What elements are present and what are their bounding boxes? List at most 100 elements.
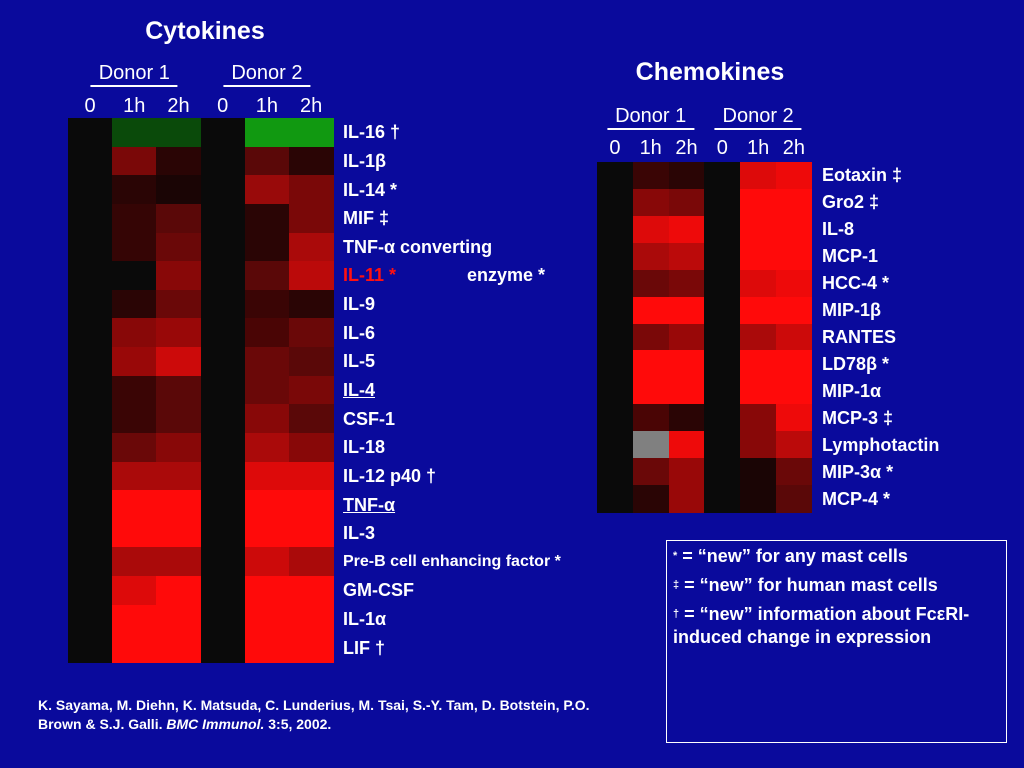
heatmap-cell [740,188,777,217]
heatmap-cell [289,432,334,463]
heatmap-cell [740,350,777,378]
heatmap-cell [200,375,246,405]
heatmap-cell [632,377,670,405]
heatmap-cell [156,576,202,606]
heatmap-cell [68,289,113,319]
heatmap-cell [776,296,813,325]
heatmap-cell [597,296,634,325]
row-label: MIF ‡ [343,208,390,229]
heatmap-cell [244,289,290,319]
heatmap-cell [668,242,705,271]
row-label: IL-9 [343,294,376,315]
heatmap-cell [112,175,157,205]
heatmap-cell [704,485,741,513]
heatmap-cell [668,404,705,432]
heatmap-cell [112,203,157,234]
donor-header: Donor 2 [714,104,802,130]
heatmap-cell [776,162,813,190]
heatmap-cell [244,318,290,348]
heatmap-cell [289,461,334,491]
heatmap-cell [289,490,334,520]
heatmap-cell [289,547,334,577]
heatmap-cell [200,490,246,520]
heatmap-cell [200,633,246,663]
heatmap-cell [112,518,157,549]
legend-symbol: ‡ [673,579,680,591]
heatmap-cell [289,576,334,606]
heatmap-cell [200,604,246,634]
citation-details: 3:5, 2002. [268,716,332,732]
row-label: IL-18 [343,437,386,458]
row-label: IL-3 [343,523,376,544]
heatmap-cell [244,432,290,463]
heatmap-cell [112,404,157,434]
heatmap-cell [704,431,741,459]
heatmap-cell [200,118,246,148]
heatmap-cell [632,188,670,217]
timepoint-header: 0 [217,95,229,117]
chemokines-title: Chemokines [635,58,785,86]
heatmap-cell [200,547,246,577]
row-label: IL-12 p40 † [343,465,437,486]
heatmap-cell [244,518,290,549]
citation-journal: BMC Immunol. [166,716,265,732]
row-label: TNF-α [343,494,396,515]
heatmap-cell [632,296,670,325]
heatmap-cell [597,404,634,432]
heatmap-cell [668,485,705,513]
heatmap-cell [112,461,157,491]
heatmap-cell [112,146,157,176]
heatmap-cell [200,404,246,434]
heatmap-cell [112,633,157,663]
heatmap-cell [632,431,670,459]
row-label: Gro2 ‡ [822,192,880,213]
heatmap-cell [632,458,670,486]
row-label: HCC-4 * [822,273,890,294]
heatmap-cell [740,296,777,325]
heatmap-cell [68,547,113,577]
heatmap-cell [704,377,741,405]
row-label: CSF-1 [343,408,396,429]
citation-authors: K. Sayama, M. Diehn, K. Matsuda, C. Lund… [38,697,590,732]
heatmap-cell [597,485,634,513]
heatmap-cell [289,404,334,434]
heatmap-cell [112,232,157,262]
heatmap-cell [200,347,246,377]
heatmap-cell [597,188,634,217]
row-label: IL-8 [822,219,855,240]
heatmap-cell [156,118,202,148]
timepoint-header: 2h [299,95,323,117]
heatmap-cell [68,604,113,634]
heatmap-cell [112,490,157,520]
citation: K. Sayama, M. Diehn, K. Matsuda, C. Lund… [38,696,618,734]
heatmap-cell [156,203,202,234]
heatmap-cell [156,261,202,291]
heatmap-cell [776,350,813,378]
heatmap-cell [597,350,634,378]
heatmap-cell [740,458,777,486]
heatmap-cell [776,458,813,486]
heatmap-cell [244,203,290,234]
heatmap-cell [112,576,157,606]
heatmap-cell [156,604,202,634]
heatmap-cell [200,461,246,491]
heatmap-cell [704,404,741,432]
heatmap-cell [632,404,670,432]
heatmap-cell [68,261,113,291]
heatmap-cell [704,242,741,271]
heatmap-cell [704,162,741,190]
heatmap-cell [289,633,334,663]
legend-text: = “new” for any mast cells [682,546,908,566]
heatmap-cell [289,261,334,291]
heatmap-cell [289,203,334,234]
heatmap-cell [776,188,813,217]
heatmap-cell [200,289,246,319]
heatmap-cell [68,633,113,663]
heatmap-cell [156,547,202,577]
heatmap-cell [200,318,246,348]
heatmap-cell [112,261,157,291]
heatmap-cell [704,269,741,298]
heatmap-cell [632,485,670,513]
heatmap-cell [632,269,670,298]
heatmap-cell [244,261,290,291]
